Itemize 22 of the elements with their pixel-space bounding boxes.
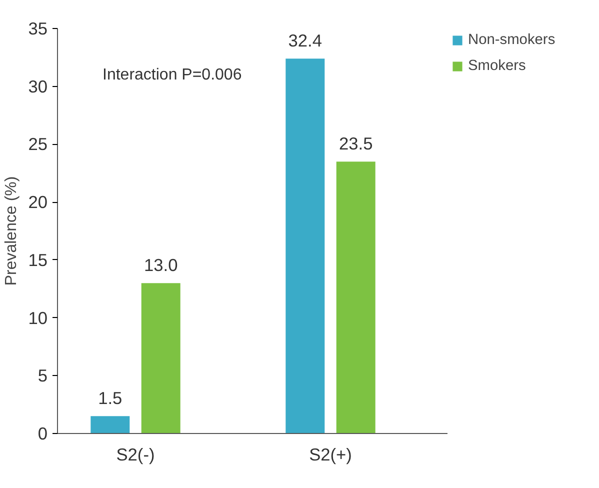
bar — [336, 162, 376, 434]
bar — [90, 416, 130, 434]
y-tick-label: 10 — [28, 308, 48, 328]
y-axis-title: Prevalence (%) — [3, 176, 20, 286]
legend-label: Non-smokers — [468, 32, 556, 48]
y-tick-label: 20 — [28, 192, 48, 212]
y-tick-label: 35 — [28, 18, 48, 38]
y-tick-label: 25 — [28, 134, 48, 154]
bar — [286, 58, 325, 434]
bar — [141, 283, 180, 434]
y-tick-label: 5 — [38, 366, 48, 386]
y-tick-label: 0 — [38, 424, 48, 444]
data-label: 32.4 — [288, 30, 322, 51]
data-label: 23.5 — [338, 134, 373, 154]
x-tick-label: S2(+) — [309, 444, 352, 464]
y-tick-label: 30 — [28, 76, 48, 96]
data-label: 1.5 — [98, 388, 122, 408]
annotation: Interaction P=0.006 — [102, 66, 242, 84]
y-tick-label: 15 — [28, 250, 48, 270]
data-label: 13.0 — [144, 255, 178, 276]
x-tick-label: S2(-) — [116, 444, 155, 464]
legend-label: Smokers — [468, 58, 526, 74]
